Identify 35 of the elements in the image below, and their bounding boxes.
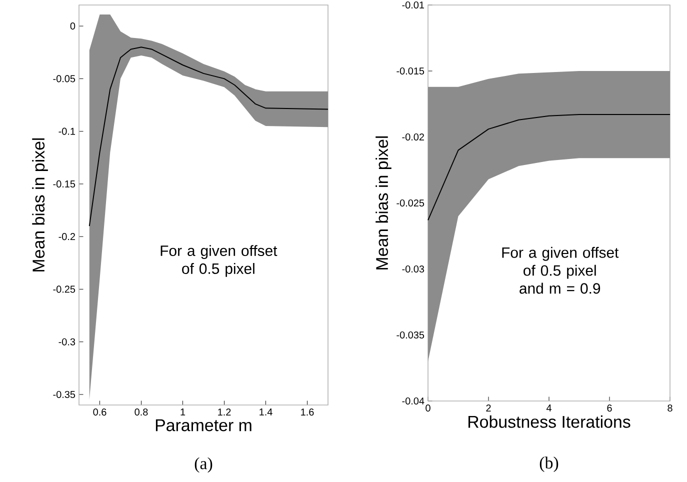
- y-tick-label: 0: [70, 22, 76, 30]
- y-tick-label: -0.015: [396, 67, 424, 75]
- y-tick-label: -0.035: [396, 331, 424, 339]
- y-tick-label: -0.1: [58, 128, 76, 135]
- text: (b): [540, 456, 558, 472]
- x-axis-title: Robustness Iterations: [468, 415, 630, 428]
- y-tick-label: -0.35: [53, 390, 76, 398]
- x-tick-label: 8: [668, 404, 672, 412]
- y-tick-label: -0.02: [402, 133, 424, 141]
- y-axis-title: Mean bias in pixel: [376, 136, 392, 270]
- y-tick-label: -0.03: [402, 265, 424, 273]
- x-tick-label: 0: [426, 404, 430, 412]
- annotation: For a given offset of 0.5 pixel and m = 0.9: [502, 246, 619, 294]
- x-tick-label: 6: [607, 404, 612, 412]
- y-tick-label: -0.25: [53, 286, 76, 293]
- y-tick-label: -0.025: [396, 199, 424, 207]
- x-axis-title: Parameter m: [156, 419, 252, 432]
- line-series: [88, 46, 329, 227]
- y-axis-title: Mean bias in pixel: [32, 138, 48, 272]
- x-tick-label: 1.2: [218, 408, 231, 416]
- y-tick-label: -0.3: [58, 338, 76, 346]
- annotation: For a given offset of 0.5 pixel: [160, 245, 278, 277]
- y-tick-label: -0.01: [402, 1, 424, 9]
- x-tick-label: 0.6: [93, 408, 106, 416]
- x-tick-label: 1.6: [301, 408, 314, 416]
- x-tick-label: 1.4: [260, 408, 272, 416]
- y-tick-label: -0.04: [402, 397, 424, 405]
- x-tick-label: 4: [546, 404, 552, 412]
- y-tick-label: -0.2: [58, 233, 75, 240]
- text: (a): [194, 457, 212, 473]
- y-tick-label: -0.15: [53, 180, 76, 188]
- x-tick-label: 1: [180, 408, 186, 416]
- y-tick-label: -0.05: [53, 75, 76, 82]
- x-tick-label: 0.8: [134, 408, 148, 416]
- x-tick-label: 2: [486, 404, 491, 412]
